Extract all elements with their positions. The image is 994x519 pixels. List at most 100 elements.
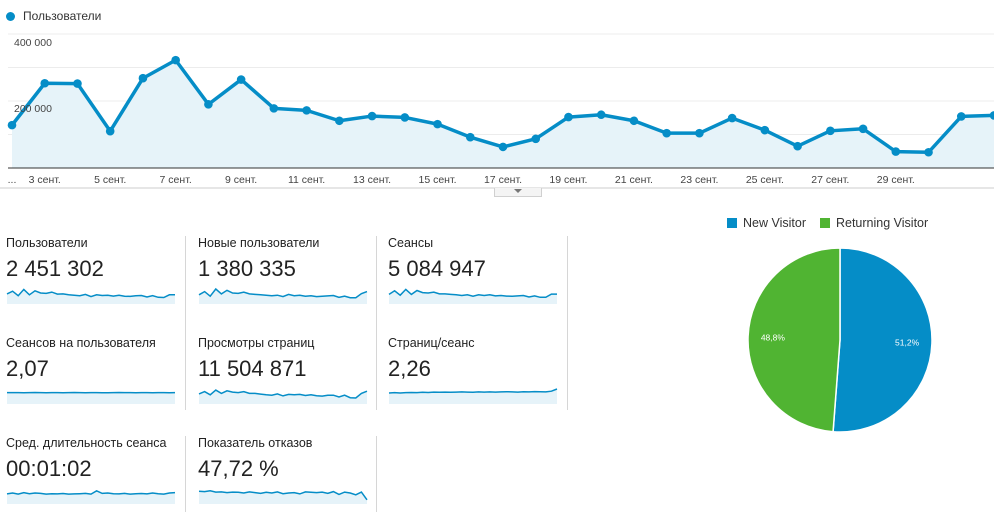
metric-sparkline bbox=[7, 391, 176, 404]
data-point[interactable] bbox=[236, 75, 246, 84]
data-point[interactable] bbox=[433, 119, 442, 129]
data-point[interactable] bbox=[695, 128, 704, 138]
pie-label-returning-visitor: 48,8% bbox=[761, 332, 786, 342]
legend-label: Returning Visitor bbox=[835, 216, 929, 230]
metric-label: Страниц/сеанс bbox=[388, 336, 475, 350]
pie-legend: New Visitor Returning Visitor bbox=[727, 216, 942, 230]
data-point[interactable] bbox=[204, 100, 213, 109]
data-point[interactable] bbox=[400, 113, 410, 122]
legend-swatch bbox=[819, 218, 830, 228]
data-point[interactable] bbox=[171, 55, 180, 65]
sparkline-line bbox=[198, 490, 368, 501]
users-legend-label: Пользователи bbox=[23, 9, 102, 23]
metric-divider bbox=[185, 236, 186, 410]
x-tick-label: 11 сент. bbox=[288, 174, 325, 186]
metric-label: Просмотры страниц bbox=[198, 336, 315, 350]
x-tick-label: 13 сент. bbox=[353, 174, 391, 186]
data-point[interactable] bbox=[269, 104, 279, 113]
metric-pageviews[interactable]: Просмотры страниц 11 504 871 bbox=[198, 336, 378, 416]
metric-divider bbox=[185, 436, 186, 512]
sparkline-line bbox=[388, 288, 557, 299]
metric-label: Сеансов на пользователя bbox=[6, 336, 156, 350]
data-point[interactable] bbox=[956, 112, 966, 121]
data-point[interactable] bbox=[138, 73, 148, 83]
sparkline-line bbox=[6, 288, 175, 299]
sparkline-line bbox=[388, 388, 558, 394]
metric-label: Пользователи bbox=[6, 236, 88, 250]
metric-sessions[interactable]: Сеансы 5 084 947 bbox=[388, 236, 568, 316]
pie-slice-new-visitor[interactable] bbox=[832, 247, 933, 433]
x-tick-label: 27 сент. bbox=[811, 174, 849, 186]
y-tick-label: 200 000 bbox=[14, 103, 52, 115]
data-point[interactable] bbox=[302, 106, 311, 115]
data-point[interactable] bbox=[924, 147, 933, 157]
data-point[interactable] bbox=[793, 141, 802, 151]
metric-pages-per-session[interactable]: Страниц/сеанс 2,26 bbox=[388, 336, 568, 416]
sparkline-line bbox=[6, 489, 176, 495]
pie-legend-new-visitor[interactable]: New Visitor bbox=[727, 216, 806, 230]
metric-value: 11 504 871 bbox=[198, 356, 307, 381]
metric-new-users[interactable]: Новые пользователи 1 380 335 bbox=[198, 236, 378, 316]
data-point[interactable] bbox=[629, 116, 639, 126]
metric-sparkline bbox=[198, 490, 368, 504]
sparkline-line bbox=[198, 389, 368, 399]
users-legend: Пользователи bbox=[6, 9, 101, 23]
data-point[interactable] bbox=[105, 126, 115, 136]
legend-swatch bbox=[727, 218, 737, 228]
pie-slice-returning-visitor[interactable] bbox=[747, 247, 841, 433]
metric-sparkline bbox=[388, 388, 558, 404]
metric-users[interactable]: Пользователи 2 451 302 bbox=[6, 236, 186, 316]
metric-label: Сред. длительность сеанса bbox=[6, 436, 167, 450]
data-point[interactable] bbox=[662, 128, 671, 138]
sparkline-area bbox=[7, 392, 175, 404]
metric-value: 5 084 947 bbox=[388, 256, 486, 281]
metric-sessions-per-user[interactable]: Сеансов на пользователя 2,07 bbox=[6, 336, 186, 416]
metric-sparkline bbox=[198, 389, 368, 404]
metric-bounce-rate[interactable]: Показатель отказов 47,72 % bbox=[198, 436, 378, 516]
metric-sparkline bbox=[388, 288, 557, 304]
users-area-fill bbox=[12, 60, 994, 168]
chart-expand-handle[interactable] bbox=[494, 188, 542, 197]
metric-avg-session-duration[interactable]: Сред. длительность сеанса 00:01:02 bbox=[6, 436, 186, 516]
sparkline-area bbox=[199, 490, 367, 504]
data-point[interactable] bbox=[531, 134, 541, 144]
data-point[interactable] bbox=[335, 116, 344, 126]
data-point[interactable] bbox=[367, 111, 377, 121]
data-point[interactable] bbox=[596, 110, 606, 120]
metric-divider bbox=[376, 236, 377, 410]
data-point[interactable] bbox=[465, 132, 475, 142]
x-tick-label: 25 сент. bbox=[746, 174, 784, 186]
pie-legend-returning-visitor[interactable]: Returning Visitor bbox=[819, 216, 929, 230]
x-tick-label: 29 сент. bbox=[877, 174, 915, 186]
chevron-down-icon bbox=[514, 189, 522, 193]
users-data-points bbox=[7, 55, 994, 157]
data-point[interactable] bbox=[826, 126, 835, 136]
x-tick-label: ... bbox=[8, 174, 17, 186]
metric-value: 1 380 335 bbox=[198, 256, 296, 281]
data-point[interactable] bbox=[7, 120, 17, 130]
data-point[interactable] bbox=[989, 111, 994, 120]
y-tick-label: 400 000 bbox=[14, 37, 52, 49]
data-point[interactable] bbox=[760, 125, 770, 135]
data-point[interactable] bbox=[858, 124, 868, 134]
x-tick-label: 23 сент. bbox=[680, 174, 718, 186]
metric-value: 00:01:02 bbox=[6, 456, 92, 481]
data-point[interactable] bbox=[564, 112, 573, 122]
x-tick-labels: ... 3 сент. 5 сент. 7 сент. 9 сент. 11 сент. 1… bbox=[8, 174, 915, 186]
metric-divider bbox=[567, 236, 568, 410]
x-tick-label: 3 сент. bbox=[29, 174, 61, 186]
data-point[interactable] bbox=[73, 79, 82, 88]
data-point[interactable] bbox=[498, 142, 508, 152]
data-point[interactable] bbox=[727, 113, 737, 123]
metric-label: Показатель отказов bbox=[198, 436, 313, 450]
metric-value: 2 451 302 bbox=[6, 256, 104, 281]
data-point[interactable] bbox=[40, 78, 50, 88]
pie-label-new-visitor: 51,2% bbox=[895, 338, 920, 348]
metric-value: 2,26 bbox=[388, 356, 431, 381]
metric-value: 47,72 % bbox=[198, 456, 279, 481]
metric-value: 2,07 bbox=[6, 356, 49, 381]
x-tick-label: 21 сент. bbox=[615, 174, 653, 186]
x-tick-label: 15 сент. bbox=[419, 174, 457, 186]
data-point[interactable] bbox=[891, 147, 901, 156]
metric-label: Сеансы bbox=[388, 236, 434, 250]
